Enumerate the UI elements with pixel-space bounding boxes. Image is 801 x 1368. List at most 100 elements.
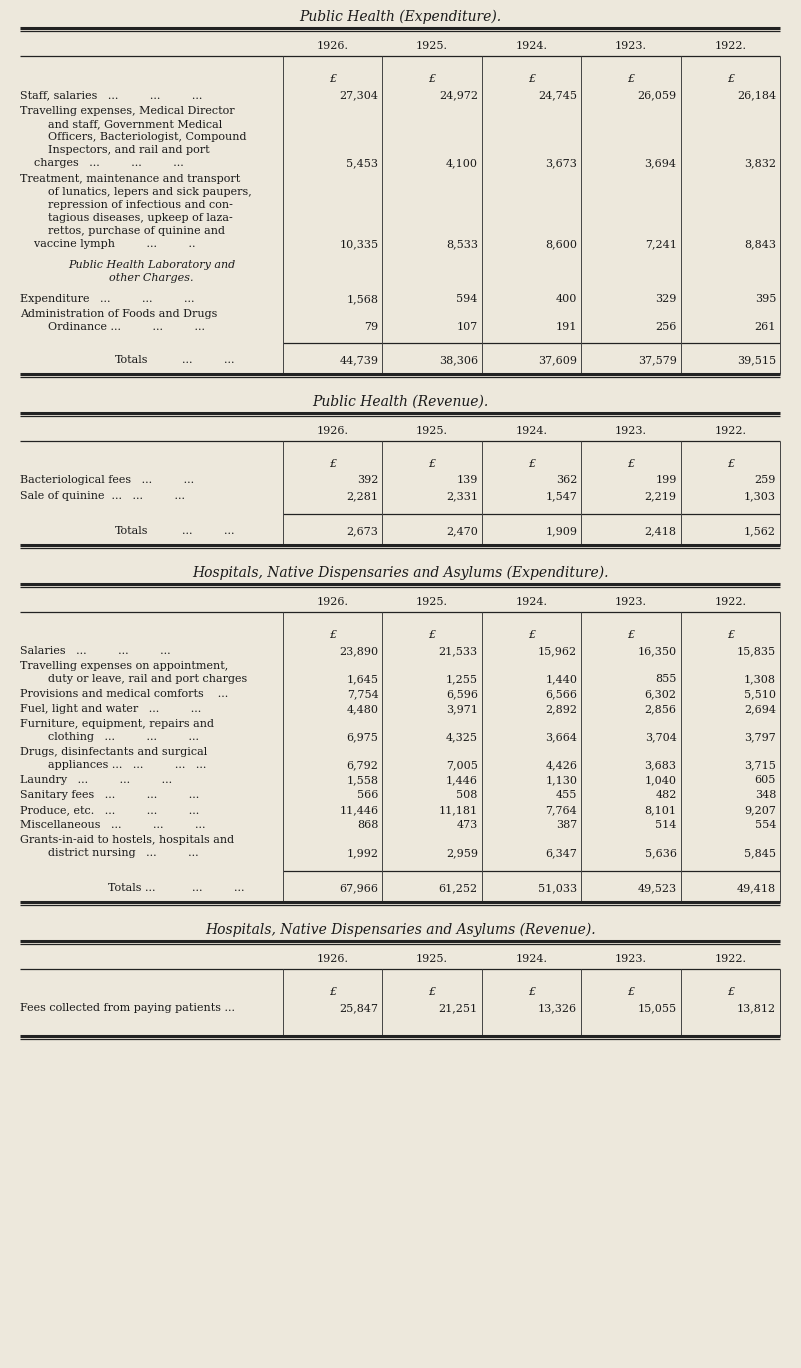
- Text: Staff, salaries   ...         ...         ...: Staff, salaries ... ... ...: [20, 90, 203, 100]
- Text: 1926.: 1926.: [316, 953, 348, 964]
- Text: 7,754: 7,754: [347, 689, 378, 699]
- Text: 1922.: 1922.: [714, 41, 747, 51]
- Text: 49,418: 49,418: [737, 882, 776, 893]
- Text: £: £: [727, 986, 734, 997]
- Text: 1,547: 1,547: [545, 491, 578, 501]
- Text: Officers, Bacteriologist, Compound: Officers, Bacteriologist, Compound: [48, 131, 247, 142]
- Text: 362: 362: [556, 475, 578, 486]
- Text: 1922.: 1922.: [714, 596, 747, 607]
- Text: 1,040: 1,040: [645, 776, 677, 785]
- Text: Sale of quinine  ...   ...         ...: Sale of quinine ... ... ...: [20, 491, 185, 501]
- Text: 7,241: 7,241: [645, 239, 677, 249]
- Text: 400: 400: [556, 294, 578, 304]
- Text: 605: 605: [755, 776, 776, 785]
- Text: 2,418: 2,418: [645, 527, 677, 536]
- Text: £: £: [528, 986, 535, 997]
- Text: Public Health (Expenditure).: Public Health (Expenditure).: [300, 10, 501, 25]
- Text: 329: 329: [655, 294, 677, 304]
- Text: charges   ...         ...         ...: charges ... ... ...: [20, 157, 183, 168]
- Text: 5,636: 5,636: [645, 848, 677, 858]
- Text: Ordinance ...         ...         ...: Ordinance ... ... ...: [48, 321, 205, 332]
- Text: 6,566: 6,566: [545, 689, 578, 699]
- Text: 8,533: 8,533: [446, 239, 478, 249]
- Text: other Charges.: other Charges.: [109, 274, 194, 283]
- Text: 395: 395: [755, 294, 776, 304]
- Text: £: £: [429, 460, 436, 469]
- Text: 6,792: 6,792: [347, 761, 378, 770]
- Text: 566: 566: [357, 789, 378, 800]
- Text: rettos, purchase of quinine and: rettos, purchase of quinine and: [48, 226, 225, 237]
- Text: 9,207: 9,207: [744, 804, 776, 815]
- Text: 21,533: 21,533: [439, 646, 478, 657]
- Text: Travelling expenses, Medical Director: Travelling expenses, Medical Director: [20, 105, 235, 116]
- Text: 1924.: 1924.: [516, 596, 548, 607]
- Text: 868: 868: [357, 819, 378, 830]
- Text: 1922.: 1922.: [714, 953, 747, 964]
- Text: 259: 259: [755, 475, 776, 486]
- Text: 24,745: 24,745: [538, 90, 578, 100]
- Text: 3,673: 3,673: [545, 157, 578, 168]
- Text: 2,470: 2,470: [446, 527, 478, 536]
- Text: £: £: [727, 460, 734, 469]
- Text: Totals: Totals: [115, 356, 148, 365]
- Text: £: £: [627, 631, 634, 640]
- Text: 473: 473: [457, 819, 478, 830]
- Text: 1,446: 1,446: [446, 776, 478, 785]
- Text: 191: 191: [556, 321, 578, 332]
- Text: duty or leave, rail and port charges: duty or leave, rail and port charges: [48, 674, 248, 684]
- Text: £: £: [329, 460, 336, 469]
- Text: 27,304: 27,304: [340, 90, 378, 100]
- Text: 5,510: 5,510: [744, 689, 776, 699]
- Text: 3,797: 3,797: [744, 732, 776, 741]
- Text: Totals: Totals: [115, 527, 148, 536]
- Text: £: £: [727, 631, 734, 640]
- Text: 1924.: 1924.: [516, 953, 548, 964]
- Text: tagious diseases, upkeep of laza-: tagious diseases, upkeep of laza-: [48, 213, 233, 223]
- Text: clothing   ...         ...         ...: clothing ... ... ...: [48, 732, 199, 741]
- Text: 1923.: 1923.: [615, 953, 647, 964]
- Text: 79: 79: [364, 321, 378, 332]
- Text: Hospitals, Native Dispensaries and Asylums (Revenue).: Hospitals, Native Dispensaries and Asylu…: [205, 923, 596, 937]
- Text: 5,845: 5,845: [744, 848, 776, 858]
- Text: £: £: [329, 986, 336, 997]
- Text: 256: 256: [655, 321, 677, 332]
- Text: 1,558: 1,558: [346, 776, 378, 785]
- Text: 482: 482: [655, 789, 677, 800]
- Text: repression of infectious and con-: repression of infectious and con-: [48, 200, 233, 211]
- Text: 1,303: 1,303: [744, 491, 776, 501]
- Text: 15,835: 15,835: [737, 646, 776, 657]
- Text: 2,892: 2,892: [545, 705, 578, 714]
- Text: 348: 348: [755, 789, 776, 800]
- Text: 26,184: 26,184: [737, 90, 776, 100]
- Text: district nursing   ...         ...: district nursing ... ...: [48, 848, 199, 858]
- Text: 23,890: 23,890: [340, 646, 378, 657]
- Text: ...         ...: ... ...: [182, 527, 234, 536]
- Text: 15,962: 15,962: [538, 646, 578, 657]
- Text: 26,059: 26,059: [638, 90, 677, 100]
- Text: 3,683: 3,683: [645, 761, 677, 770]
- Text: 1926.: 1926.: [316, 425, 348, 436]
- Text: 1923.: 1923.: [615, 596, 647, 607]
- Text: Drugs, disinfectants and surgical: Drugs, disinfectants and surgical: [20, 747, 207, 757]
- Text: 1926.: 1926.: [316, 41, 348, 51]
- Text: 1925.: 1925.: [416, 953, 448, 964]
- Text: 3,704: 3,704: [645, 732, 677, 741]
- Text: 1,568: 1,568: [346, 294, 378, 304]
- Text: 2,959: 2,959: [446, 848, 478, 858]
- Text: 392: 392: [357, 475, 378, 486]
- Text: 199: 199: [655, 475, 677, 486]
- Text: 1925.: 1925.: [416, 41, 448, 51]
- Text: 455: 455: [556, 789, 578, 800]
- Text: 4,426: 4,426: [545, 761, 578, 770]
- Text: 1,440: 1,440: [545, 674, 578, 684]
- Text: £: £: [429, 74, 436, 83]
- Text: Hospitals, Native Dispensaries and Asylums (Expenditure).: Hospitals, Native Dispensaries and Asylu…: [192, 566, 609, 580]
- Text: 44,739: 44,739: [340, 356, 378, 365]
- Text: £: £: [329, 631, 336, 640]
- Text: 13,812: 13,812: [737, 1003, 776, 1012]
- Text: 6,975: 6,975: [347, 732, 378, 741]
- Text: 49,523: 49,523: [638, 882, 677, 893]
- Text: Travelling expenses on appointment,: Travelling expenses on appointment,: [20, 661, 228, 670]
- Text: 25,847: 25,847: [340, 1003, 378, 1012]
- Text: 51,033: 51,033: [538, 882, 578, 893]
